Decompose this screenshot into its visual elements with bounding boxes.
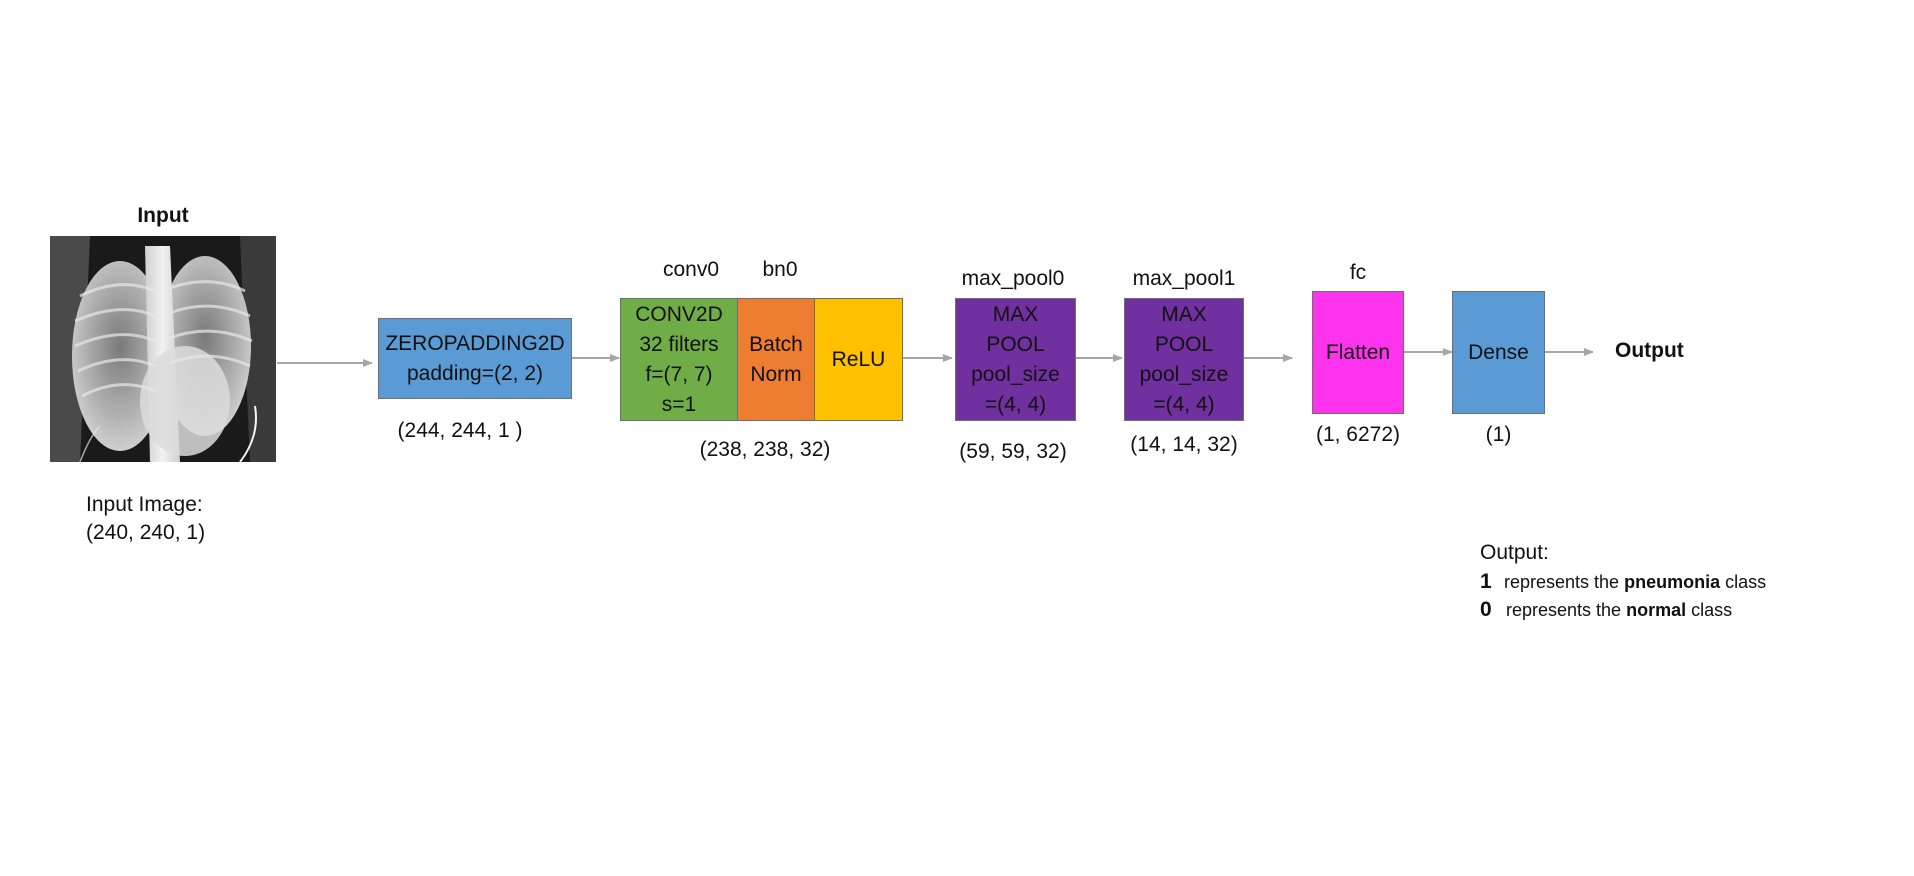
legend-row-pneumonia-prefix: represents the [1504,572,1620,592]
legend-row-pneumonia-class: pneumonia [1624,572,1721,592]
conv0-label: conv0 [662,258,720,281]
flatten-shape: (1, 6272) [1315,423,1401,446]
legend-row-pneumonia: 1 represents the pneumonia class [1480,568,1766,596]
zeropadding-block: ZEROPADDING2D padding=(2, 2) [378,318,572,399]
maxpool1-line3: pool_size [1139,362,1229,386]
fc-label: fc [1349,261,1367,284]
batchnorm-block: Batch Norm [737,298,815,421]
input-caption-line1: Input Image: [86,493,203,516]
batchnorm-line1: Batch [749,332,803,356]
legend-row-normal-suffix: class [1691,600,1733,620]
bn0-label: bn0 [762,258,798,281]
maxpool1-line2: POOL [1154,332,1214,356]
chest-xray-image [50,236,276,462]
input-caption-line2: (240, 240, 1) [86,521,206,544]
flatten-label: Flatten [1325,340,1391,364]
legend-row-normal: 0 represents the normal class [1480,596,1732,624]
legend-row-pneumonia-number: 1 [1480,570,1492,593]
output-label: Output [1615,339,1684,362]
dense-label: Dense [1468,340,1529,364]
batchnorm-line2: Norm [750,362,802,386]
maxpool1-line4: =(4, 4) [1153,392,1215,416]
relu-block: ReLU [814,298,903,421]
conv2d-filters: 32 filters [639,332,719,356]
conv2d-label: CONV2D [635,302,723,326]
maxpool1-block: MAX POOL pool_size =(4, 4) [1124,298,1244,421]
legend-row-normal-prefix: represents the [1506,600,1622,620]
legend-title: Output: [1480,541,1549,564]
conv2d-block: CONV2D 32 filters f=(7, 7) s=1 [620,298,738,421]
zeropadding-label: ZEROPADDING2D [385,331,565,355]
maxpool1-shape: (14, 14, 32) [1130,433,1238,456]
flatten-block: Flatten [1312,291,1404,414]
maxpool0-block: MAX POOL pool_size =(4, 4) [955,298,1076,421]
maxpool0-line2: POOL [986,332,1045,356]
dense-block: Dense [1452,291,1545,414]
max-pool0-label: max_pool0 [961,267,1065,290]
maxpool0-line1: MAX [992,302,1039,326]
legend-row-normal-class: normal [1626,600,1687,620]
input-title: Input [137,204,189,227]
conv-group-shape: (238, 238, 32) [699,438,831,461]
maxpool0-shape: (59, 59, 32) [959,440,1067,463]
conv2d-kernel: f=(7, 7) [645,362,713,386]
legend-row-normal-number: 0 [1480,598,1492,621]
maxpool1-line1: MAX [1161,302,1207,326]
legend-row-pneumonia-suffix: class [1725,572,1767,592]
dense-shape: (1) [1485,423,1512,446]
max-pool1-label: max_pool1 [1132,267,1236,290]
conv2d-stride: s=1 [661,392,697,416]
zeropadding-shape: (244, 244, 1 ) [397,419,523,442]
maxpool0-line3: pool_size [971,362,1060,386]
maxpool0-line4: =(4, 4) [984,392,1047,416]
zeropadding-padding: padding=(2, 2) [406,361,544,385]
relu-label: ReLU [831,347,886,371]
